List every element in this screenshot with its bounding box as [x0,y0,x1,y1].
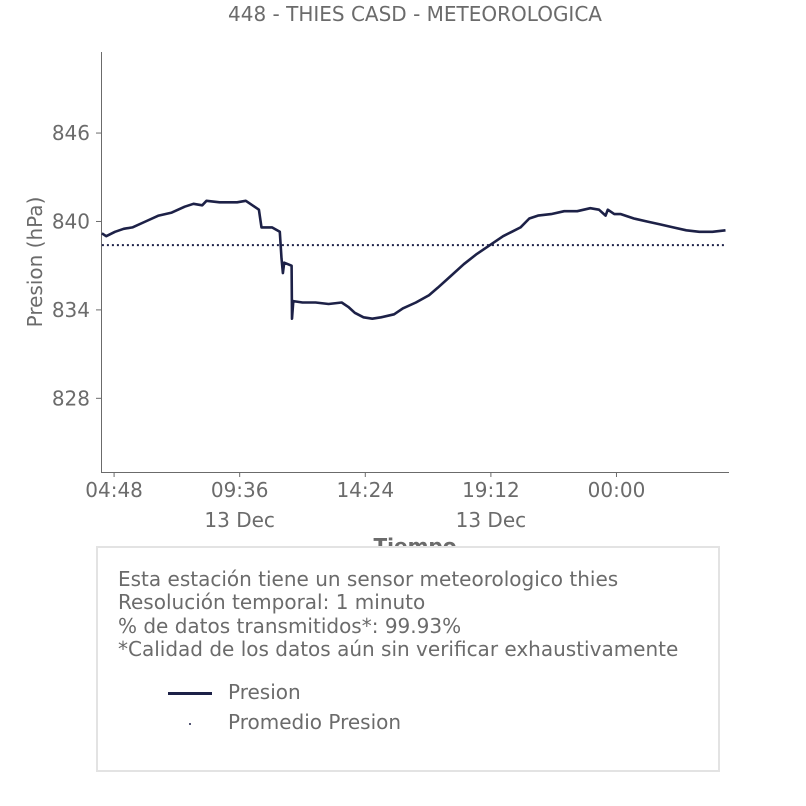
y-tick-label: 834 [52,298,90,322]
info-text: Esta estación tiene un sensor meteorolog… [118,567,679,661]
info-box: Esta estación tiene un sensor meteorolog… [96,546,720,772]
x-tick-date-label: 13 Dec [456,508,527,532]
info-transmitted-line: % de datos transmitidos*: 99.93% [118,613,462,638]
series-layer [101,199,726,321]
info-quality-note: *Calidad de los datos aún sin verificar … [118,636,679,661]
chart-title: 448 - THIES CASD - METEOROLOGICA [228,2,602,26]
x-tick-label: 19:12 [462,478,520,502]
x-tick-label: 00:00 [588,478,646,502]
legend-dot-swatch [189,723,191,725]
y-tick-label: 840 [52,209,90,233]
x-tick-label: 09:36 [211,478,269,502]
legend-label: Presion [228,680,301,704]
x-tick-label: 04:48 [85,478,143,502]
x-tick-label: 14:24 [336,478,394,502]
x-ticks: 04:48 09:36 13 Dec 14:24 19:12 13 Dec 00:00 [85,472,645,532]
y-ticks: 828 834 840 846 [52,121,101,410]
series-line-presion [101,199,726,321]
info-station-line: Esta estación tiene un sensor meteorolog… [118,567,619,591]
y-axis-label: Presion (hPa) [23,197,47,328]
info-resolution-line: Resolución temporal: 1 minuto [118,590,426,615]
legend-line-swatch [168,692,212,695]
y-tick-label: 828 [52,386,90,410]
legend-label: Promedio Presion [228,710,402,734]
x-tick-date-label: 13 Dec [204,508,275,532]
y-tick-label: 846 [52,121,90,145]
